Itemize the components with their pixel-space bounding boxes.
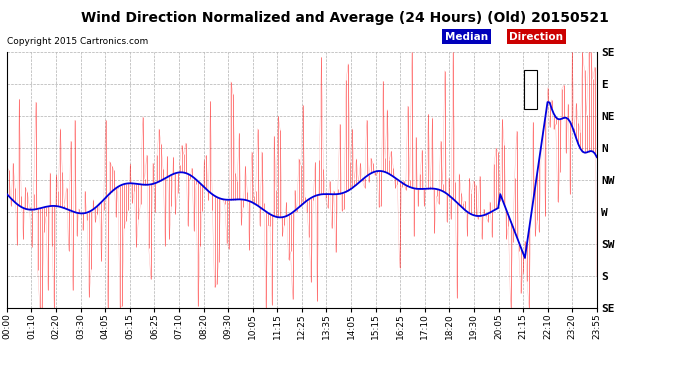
Text: Median: Median (445, 32, 489, 42)
Text: Direction: Direction (509, 32, 563, 42)
Bar (524, 70, 537, 109)
Text: Copyright 2015 Cartronics.com: Copyright 2015 Cartronics.com (7, 38, 148, 46)
Text: Wind Direction Normalized and Average (24 Hours) (Old) 20150521: Wind Direction Normalized and Average (2… (81, 11, 609, 25)
